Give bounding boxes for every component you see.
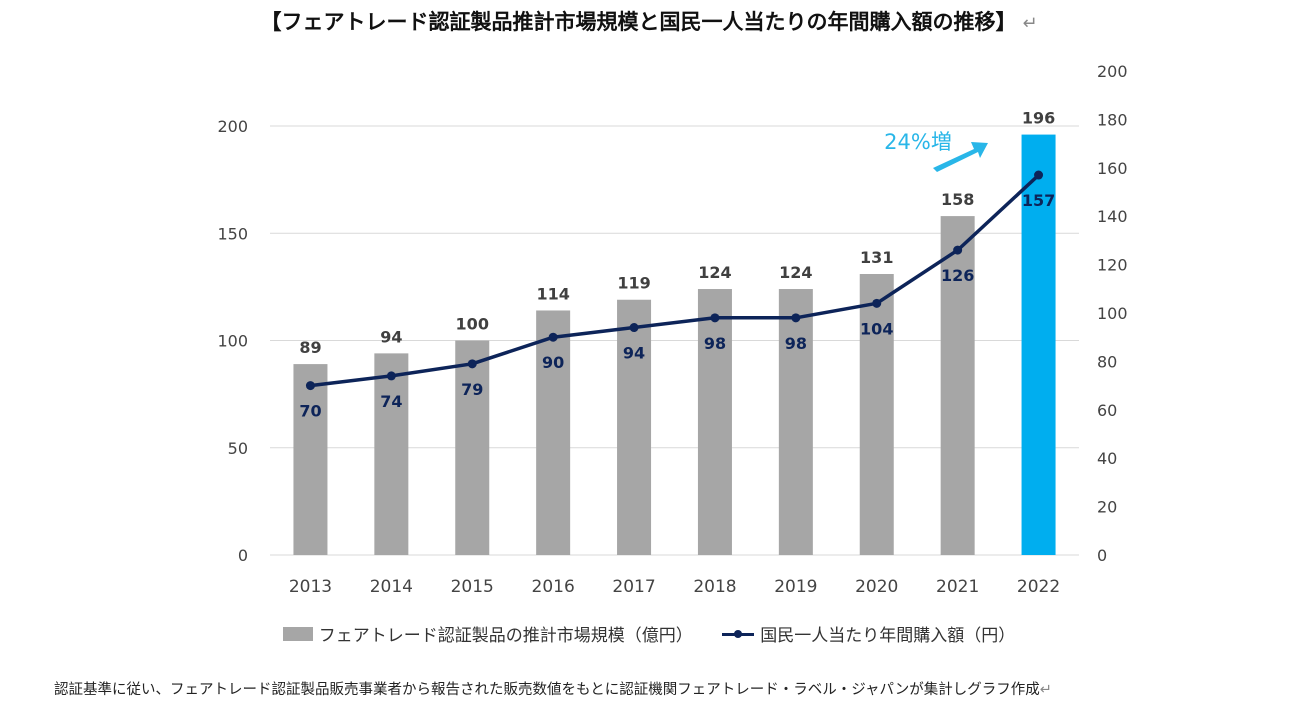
line-point (1034, 170, 1044, 180)
bar (374, 353, 409, 555)
left-axis-tick-label: 100 (217, 332, 248, 351)
x-axis-tick-label: 2015 (451, 577, 494, 597)
chart-legend: フェアトレード認証製品の推計市場規模（億円） 国民一人当たり年間購入額（円） (0, 621, 1298, 646)
growth-annotation-label: 24%増 (884, 130, 952, 154)
left-axis: 0 50 100 150 200 (217, 117, 248, 565)
bar-value-label: 124 (698, 263, 731, 282)
right-axis-tick-label: 100 (1097, 304, 1128, 323)
x-axis-tick-label: 2022 (1017, 577, 1060, 597)
line-value-label: 104 (860, 319, 893, 338)
legend-line-swatch (722, 627, 755, 641)
line-point (548, 332, 558, 342)
legend-item-bar: フェアトレード認証製品の推計市場規模（億円） (282, 621, 693, 646)
line-value-label: 70 (299, 402, 321, 421)
chart-title: 【フェアトレード認証製品推計市場規模と国民一人当たりの年間購入額の推移】 ↵ (0, 6, 1298, 36)
legend-item-line: 国民一人当たり年間購入額（円） (722, 621, 1015, 646)
x-axis-tick-label: 2014 (370, 577, 413, 597)
legend-bar-swatch (282, 626, 313, 641)
line-series (310, 173, 1040, 388)
line-point (953, 245, 963, 255)
right-axis-tick-label: 0 (1097, 546, 1107, 565)
x-axis-tick-label: 2016 (532, 577, 575, 597)
x-axis-tick-label: 2013 (289, 577, 332, 597)
line-value-label: 98 (785, 334, 807, 353)
bar-value-label: 119 (617, 274, 650, 293)
source-note-text: 認証基準に従い、フェアトレード認証製品販売事業者から報告された販売数値をもとに認… (54, 682, 1040, 698)
line-value-label: 126 (941, 266, 974, 285)
right-axis-tick-label: 140 (1097, 207, 1128, 226)
line-point (791, 313, 801, 323)
legend-bar-label: フェアトレード認証製品の推計市場規模（億円） (318, 626, 693, 646)
bar-value-label: 114 (536, 284, 569, 303)
bar (536, 310, 571, 555)
bar-value-label: 196 (1022, 109, 1055, 128)
x-axis-tick-label: 2019 (774, 577, 817, 597)
left-axis-tick-label: 50 (228, 439, 248, 458)
note-return-mark-icon: ↵ (1039, 682, 1052, 698)
left-axis-tick-label: 200 (217, 117, 248, 136)
growth-annotation: 24%増 (884, 130, 988, 172)
combo-chart: 0 50 100 150 200 0 20 40 60 80 100 120 140 160 180 200… (217, 62, 1128, 597)
x-axis-tick-label: 2020 (855, 577, 898, 597)
line-value-label: 98 (704, 334, 726, 353)
bar-value-label: 89 (299, 338, 321, 357)
x-axis-tick-label: 2018 (693, 577, 736, 597)
line-point (629, 323, 639, 333)
line-value-label: 90 (542, 353, 564, 372)
bar-value-label: 100 (456, 315, 489, 334)
line-value-labels: 70 74 79 90 94 98 98 104 126 157 (299, 191, 1055, 421)
x-axis-tick-label: 2021 (936, 577, 979, 597)
line-point (467, 359, 477, 369)
right-axis-tick-label: 20 (1097, 498, 1117, 517)
right-axis-tick-label: 80 (1097, 352, 1117, 371)
left-axis-tick-label: 0 (238, 546, 248, 565)
right-axis-tick-label: 120 (1097, 256, 1128, 275)
right-axis-tick-label: 160 (1097, 159, 1128, 178)
bar-value-labels: 89 94 100 114 119 124 124 131 158 196 (299, 109, 1055, 358)
bar (940, 216, 975, 555)
bar-value-label: 158 (941, 190, 974, 209)
right-axis-tick-label: 180 (1097, 110, 1128, 129)
line-points (305, 170, 1044, 391)
x-axis: 2013 2014 2015 2016 2017 2018 2019 2020 2021 2022 (289, 577, 1060, 597)
line-value-label: 79 (461, 380, 483, 399)
line-value-label: 74 (380, 392, 402, 411)
right-axis-tick-label: 200 (1097, 62, 1128, 81)
line-point (710, 313, 720, 323)
bar (293, 364, 328, 555)
bar-series (293, 134, 1056, 555)
right-axis-tick-label: 40 (1097, 449, 1117, 468)
chart-title-text: 【フェアトレード認証製品推計市場規模と国民一人当たりの年間購入額の推移】 (260, 10, 1017, 34)
left-axis-tick-label: 150 (217, 224, 248, 243)
growth-arrow-icon (933, 142, 988, 172)
line-point (386, 371, 396, 381)
right-axis-tick-label: 60 (1097, 401, 1117, 420)
legend-line-label: 国民一人当たり年間購入額（円） (760, 626, 1016, 646)
line-point (872, 298, 882, 308)
bar (617, 299, 652, 555)
line-point (305, 381, 315, 391)
source-note: 認証基準に従い、フェアトレード認証製品販売事業者から報告された販売数値をもとに認… (54, 678, 1052, 699)
bar (859, 274, 894, 555)
bar-value-label: 131 (860, 248, 893, 267)
bar (778, 289, 813, 555)
line-value-label: 94 (623, 344, 645, 363)
line-value-label: 157 (1022, 191, 1055, 210)
bar (1021, 134, 1056, 555)
bar-value-label: 124 (779, 263, 812, 282)
bar (697, 289, 732, 555)
return-mark-icon: ↵ (1022, 13, 1038, 34)
bar (455, 340, 490, 555)
bar-value-label: 94 (380, 327, 402, 346)
right-axis: 0 20 40 60 80 100 120 140 160 180 200 (1097, 62, 1128, 565)
x-axis-tick-label: 2017 (612, 577, 655, 597)
